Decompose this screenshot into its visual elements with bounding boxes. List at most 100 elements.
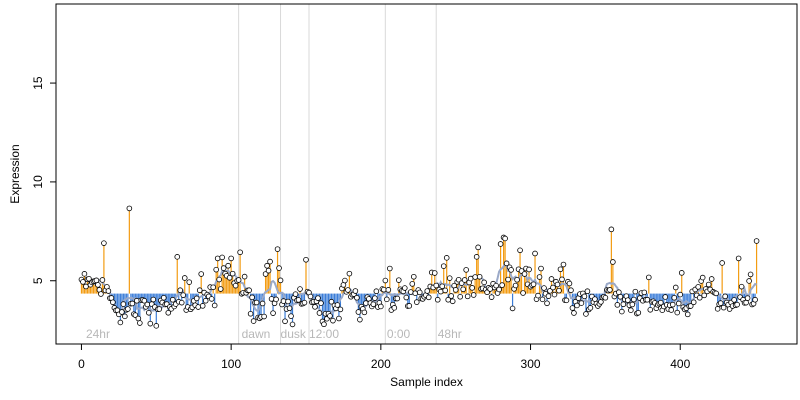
sample-point xyxy=(336,315,342,322)
sample-point xyxy=(521,271,528,277)
sample-point xyxy=(354,294,360,301)
sample-point xyxy=(345,287,351,293)
sample-point xyxy=(282,318,288,325)
sample-point xyxy=(607,287,613,293)
sample-point xyxy=(687,303,694,309)
sample-point xyxy=(617,293,624,300)
sample-point xyxy=(668,307,675,313)
sample-point xyxy=(476,273,483,280)
sample-point xyxy=(708,276,715,282)
sample-point xyxy=(286,305,293,312)
sample-point xyxy=(674,309,681,316)
sample-point xyxy=(407,289,414,295)
sample-point xyxy=(372,295,378,301)
sample-point xyxy=(177,287,184,294)
sample-point xyxy=(235,277,242,283)
sample-point xyxy=(587,305,594,311)
sample-point xyxy=(647,307,654,313)
sample-point xyxy=(406,303,413,309)
sample-point xyxy=(747,271,754,278)
sample-point xyxy=(81,271,88,277)
sample-point xyxy=(744,295,751,301)
sample-point xyxy=(734,301,740,308)
sample-point xyxy=(539,296,546,303)
segment-label: 0:00 xyxy=(387,327,411,341)
sample-point xyxy=(701,292,707,299)
sample-point xyxy=(301,299,308,306)
sample-point xyxy=(563,297,570,304)
sample-point xyxy=(195,304,202,310)
sample-point xyxy=(285,298,291,305)
sample-point xyxy=(443,255,450,261)
sample-point xyxy=(602,294,609,301)
sample-point xyxy=(481,279,487,286)
sample-point xyxy=(403,294,410,301)
sample-point xyxy=(330,317,336,324)
sample-point xyxy=(463,267,469,273)
sample-point xyxy=(554,281,561,288)
segment-label: 48hr xyxy=(438,327,462,341)
y-axis-label: Expression xyxy=(8,144,22,203)
sample-point xyxy=(274,246,281,252)
sample-point xyxy=(401,285,408,291)
sample-point xyxy=(446,275,453,281)
sample-point xyxy=(695,284,701,290)
sample-point xyxy=(464,293,471,300)
sample-point xyxy=(289,321,296,328)
sample-point xyxy=(219,254,225,261)
segment-labels: 24hr dawn dusk 12:00 0:00 48hr xyxy=(86,327,462,341)
sample-point xyxy=(644,296,651,303)
sample-point xyxy=(153,323,160,329)
sample-point xyxy=(137,320,143,326)
sample-point xyxy=(337,306,344,313)
sample-point xyxy=(352,288,359,294)
sample-point xyxy=(535,292,541,299)
sample-point xyxy=(614,302,621,308)
sample-point xyxy=(250,318,257,324)
sample-point xyxy=(425,294,432,301)
sample-point xyxy=(472,274,478,280)
sample-point xyxy=(264,262,270,269)
sample-point xyxy=(696,294,703,301)
sample-point xyxy=(424,288,431,294)
sample-point xyxy=(473,254,480,260)
sample-point xyxy=(503,260,510,267)
segment-label: 24hr xyxy=(86,327,110,341)
sample-point xyxy=(720,304,727,311)
sample-point xyxy=(457,293,463,300)
sample-point xyxy=(629,301,636,308)
sample-point xyxy=(738,283,745,290)
sample-point xyxy=(669,301,676,308)
sample-point xyxy=(370,301,377,308)
sample-point xyxy=(211,302,218,309)
sample-point xyxy=(488,294,495,300)
sample-point xyxy=(214,255,221,262)
sample-point xyxy=(469,285,475,291)
sample-point xyxy=(316,310,323,316)
sample-point xyxy=(467,275,474,282)
sample-point xyxy=(129,300,136,307)
x-tick-label: 300 xyxy=(521,357,541,371)
sample-point xyxy=(557,266,564,273)
sample-point xyxy=(241,273,248,280)
sample-point xyxy=(181,275,188,281)
sample-point xyxy=(315,295,321,301)
sample-point xyxy=(83,283,89,290)
sample-point xyxy=(497,241,504,247)
sample-point xyxy=(657,299,664,306)
sample-point xyxy=(228,255,234,262)
sample-point xyxy=(237,249,243,256)
sample-point xyxy=(135,315,142,322)
sample-point xyxy=(99,277,106,283)
sample-point xyxy=(675,300,682,307)
segment-label: dawn xyxy=(242,327,271,341)
sample-point xyxy=(530,281,537,288)
sample-point xyxy=(156,306,163,312)
sample-point xyxy=(193,295,200,302)
sample-point xyxy=(134,297,140,304)
sample-point xyxy=(297,286,303,292)
sample-point xyxy=(672,284,679,291)
sample-point xyxy=(229,270,236,277)
sample-point xyxy=(547,288,553,294)
